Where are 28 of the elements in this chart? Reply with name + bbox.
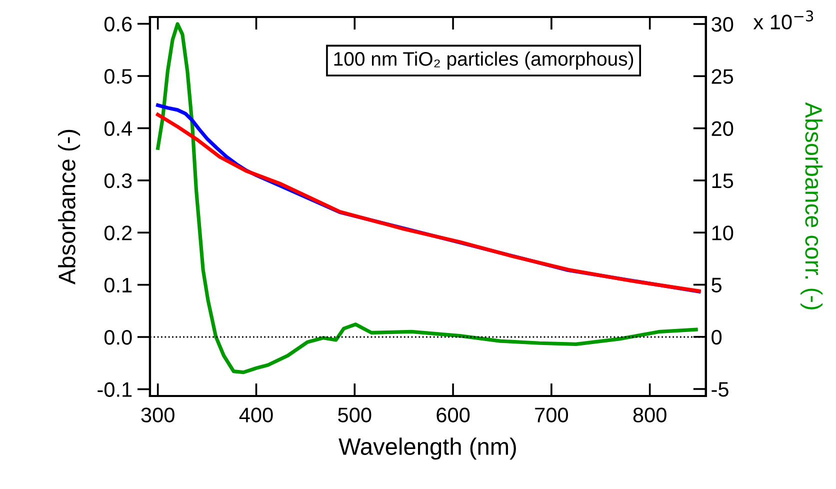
y-tick-label: 0.6 xyxy=(104,16,132,32)
y2-axis-title: Absorbance corr. (-) xyxy=(800,102,823,310)
y2-tick-label: 10 xyxy=(712,226,734,240)
x-tick-label: 800 xyxy=(633,408,666,422)
annotation: 100 nm TiO₂ particles (amorphous) xyxy=(334,52,634,70)
y-tick-label: -0.1 xyxy=(98,382,132,397)
line-series xyxy=(156,22,698,374)
y-axis-title: Absorbance (-) xyxy=(58,130,80,285)
x-tick-label: 700 xyxy=(535,408,568,422)
y2-tick-label: 25 xyxy=(712,69,734,84)
x-tick-label: 300 xyxy=(141,408,174,422)
y-tick-label: 0.1 xyxy=(104,278,132,293)
y-tick-label: 0.3 xyxy=(104,173,132,188)
y-tick-label: 0.5 xyxy=(104,69,132,84)
x-axis-title: Wavelength (nm) xyxy=(338,438,516,460)
y-tick-label: 0.0 xyxy=(104,330,132,345)
y-tick-label: 0.4 xyxy=(104,121,132,136)
y2-tick-label: 15 xyxy=(712,174,734,188)
x-tick-label: 600 xyxy=(436,408,470,422)
text: x 10$^{−3}$ xyxy=(753,10,814,30)
x-tick-label: 400 xyxy=(239,408,273,422)
x-tick-label: 500 xyxy=(338,408,372,422)
y2-tick-label: 20 xyxy=(712,121,734,136)
y2-tick-label: -5 xyxy=(712,382,728,397)
y2-tick-label: 5 xyxy=(712,278,722,292)
y2-tick-label: 0 xyxy=(712,330,722,345)
y-tick-label: 0.2 xyxy=(104,226,132,240)
y2-tick-label: 30 xyxy=(712,17,734,32)
